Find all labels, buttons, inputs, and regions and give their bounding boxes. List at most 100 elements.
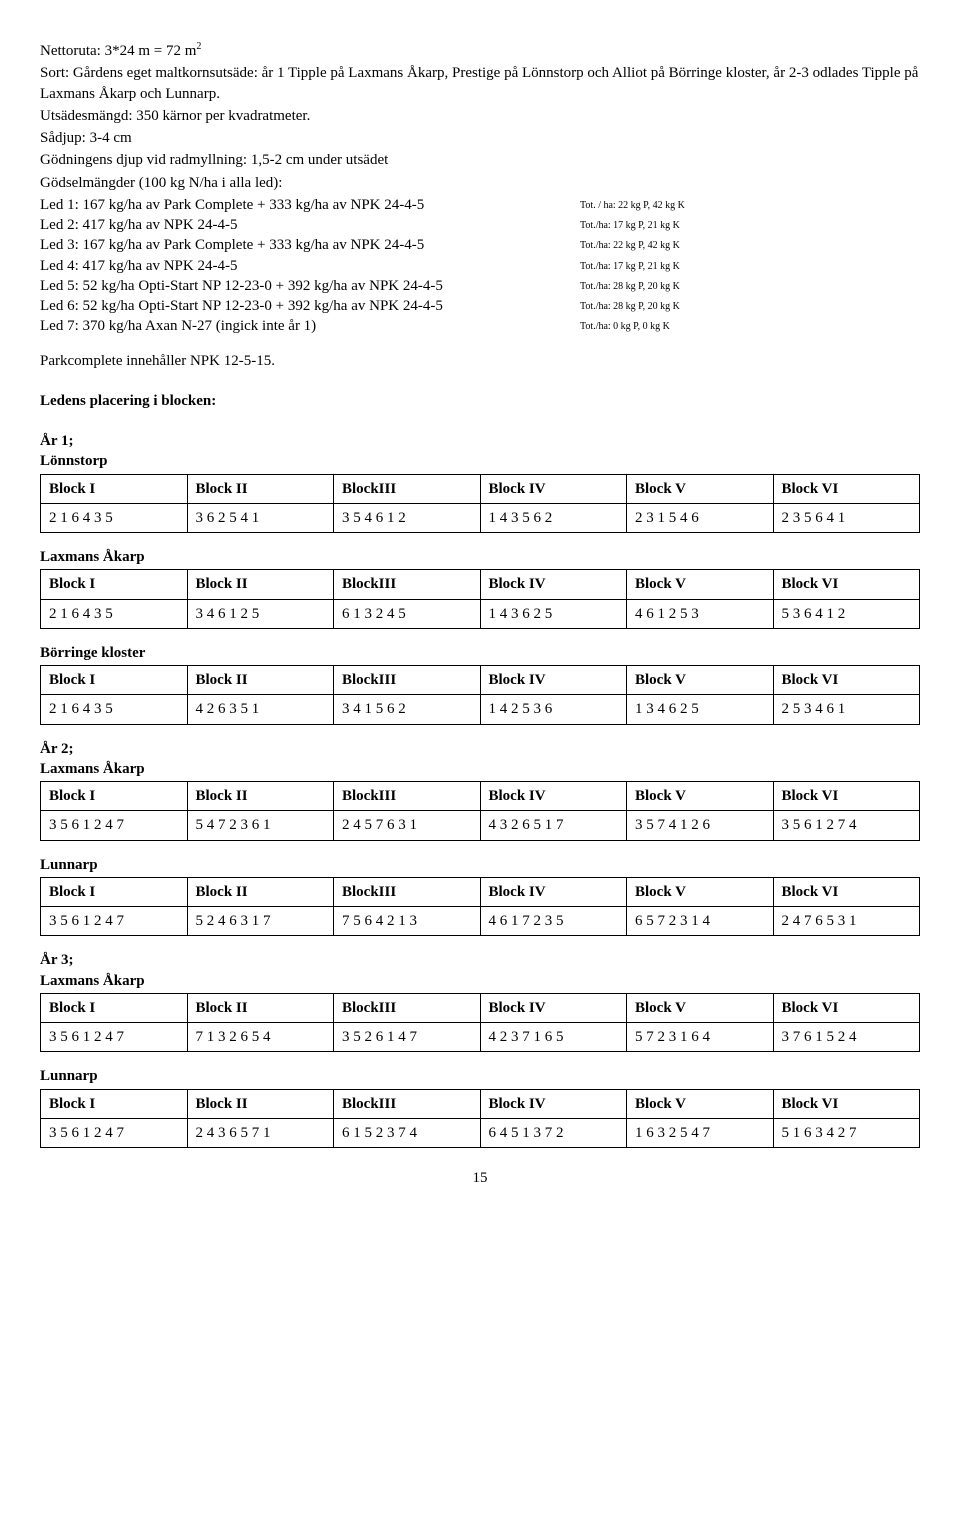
table-cell: 3 5 7 4 1 2 6 <box>627 811 774 840</box>
table-header-cell: Block VI <box>773 993 920 1022</box>
led-list: Led 1: 167 kg/ha av Park Complete + 333 … <box>40 195 920 337</box>
led-row: Led 2: 417 kg/ha av NPK 24-4-5Tot./ha: 1… <box>40 215 920 235</box>
table-header-cell: Block V <box>627 993 774 1022</box>
led-note: Tot./ha: 17 kg P, 21 kg K <box>580 256 680 276</box>
table-header-cell: Block I <box>41 782 188 811</box>
table-header-cell: BlockIII <box>334 993 481 1022</box>
table-name: Börringe kloster <box>40 643 920 663</box>
table-header-cell: Block IV <box>480 877 627 906</box>
intro-l1-text: Nettoruta: 3*24 m = 72 m <box>40 43 196 59</box>
table-cell: 5 3 6 4 1 2 <box>773 599 920 628</box>
led-label: Led 3: 167 kg/ha av Park Complete + 333 … <box>40 235 580 255</box>
table-header-cell: BlockIII <box>334 1089 481 1118</box>
table-row: Block IBlock IIBlockIIIBlock IVBlock VBl… <box>41 666 920 695</box>
table-cell: 1 6 3 2 5 4 7 <box>627 1118 774 1147</box>
parkcomplete-line: Parkcomplete innehåller NPK 12-5-15. <box>40 351 920 371</box>
table-cell: 2 1 6 4 3 5 <box>41 695 188 724</box>
table-header-cell: Block I <box>41 877 188 906</box>
table-cell: 2 4 7 6 5 3 1 <box>773 907 920 936</box>
block-table: Block IBlock IIBlockIIIBlock IVBlock VBl… <box>40 877 920 937</box>
table-header-cell: Block I <box>41 666 188 695</box>
intro-line-4: Sådjup: 3-4 cm <box>40 128 920 148</box>
block-table: Block IBlock IIBlockIIIBlock IVBlock VBl… <box>40 569 920 629</box>
led-row: Led 3: 167 kg/ha av Park Complete + 333 … <box>40 235 920 255</box>
table-cell: 3 6 2 5 4 1 <box>187 503 334 532</box>
table-header-cell: Block I <box>41 1089 188 1118</box>
table-header-cell: BlockIII <box>334 782 481 811</box>
year-title: År 1; <box>40 431 920 451</box>
table-row: Block IBlock IIBlockIIIBlock IVBlock VBl… <box>41 782 920 811</box>
table-header-cell: Block I <box>41 570 188 599</box>
table-row: Block IBlock IIBlockIIIBlock IVBlock VBl… <box>41 877 920 906</box>
led-row: Led 5: 52 kg/ha Opti-Start NP 12-23-0 + … <box>40 276 920 296</box>
table-cell: 4 6 1 2 5 3 <box>627 599 774 628</box>
led-note: Tot. / ha: 22 kg P, 42 kg K <box>580 195 685 215</box>
table-cell: 2 4 3 6 5 7 1 <box>187 1118 334 1147</box>
table-cell: 2 3 5 6 4 1 <box>773 503 920 532</box>
table-cell: 3 5 2 6 1 4 7 <box>334 1023 481 1052</box>
table-row: 2 1 6 4 3 54 2 6 3 5 13 4 1 5 6 21 4 2 5… <box>41 695 920 724</box>
placement-heading: Ledens placering i blocken: <box>40 391 920 411</box>
table-cell: 3 5 6 1 2 4 7 <box>41 1023 188 1052</box>
table-cell: 6 5 7 2 3 1 4 <box>627 907 774 936</box>
year2-section: År 2;Laxmans ÅkarpBlock IBlock IIBlockII… <box>40 739 920 937</box>
table-cell: 4 3 2 6 5 1 7 <box>480 811 627 840</box>
led-row: Led 6: 52 kg/ha Opti-Start NP 12-23-0 + … <box>40 296 920 316</box>
table-cell: 2 5 3 4 6 1 <box>773 695 920 724</box>
table-cell: 2 4 5 7 6 3 1 <box>334 811 481 840</box>
table-name: Laxmans Åkarp <box>40 971 920 991</box>
block-table: Block IBlock IIBlockIIIBlock IVBlock VBl… <box>40 781 920 841</box>
block-table: Block IBlock IIBlockIIIBlock IVBlock VBl… <box>40 993 920 1053</box>
table-row: 2 1 6 4 3 53 4 6 1 2 56 1 3 2 4 51 4 3 6… <box>41 599 920 628</box>
led-row: Led 7: 370 kg/ha Axan N-27 (ingick inte … <box>40 316 920 336</box>
table-row: 2 1 6 4 3 53 6 2 5 4 13 5 4 6 1 21 4 3 5… <box>41 503 920 532</box>
table-cell: 7 5 6 4 2 1 3 <box>334 907 481 936</box>
intro-l1-sup: 2 <box>196 41 201 52</box>
table-header-cell: Block IV <box>480 993 627 1022</box>
block-table: Block IBlock IIBlockIIIBlock IVBlock VBl… <box>40 1089 920 1149</box>
table-header-cell: Block VI <box>773 782 920 811</box>
table-header-cell: BlockIII <box>334 570 481 599</box>
year3-section: År 3;Laxmans ÅkarpBlock IBlock IIBlockII… <box>40 950 920 1148</box>
led-label: Led 2: 417 kg/ha av NPK 24-4-5 <box>40 215 580 235</box>
table-cell: 3 5 4 6 1 2 <box>334 503 481 532</box>
table-header-cell: Block VI <box>773 570 920 599</box>
table-header-cell: Block VI <box>773 474 920 503</box>
table-cell: 7 1 3 2 6 5 4 <box>187 1023 334 1052</box>
table-header-cell: Block II <box>187 570 334 599</box>
table-header-cell: BlockIII <box>334 666 481 695</box>
table-header-cell: Block VI <box>773 877 920 906</box>
table-row: 3 5 6 1 2 4 75 4 7 2 3 6 12 4 5 7 6 3 14… <box>41 811 920 840</box>
table-cell: 5 1 6 3 4 2 7 <box>773 1118 920 1147</box>
table-header-cell: Block II <box>187 993 334 1022</box>
table-header-cell: BlockIII <box>334 474 481 503</box>
table-cell: 1 4 3 6 2 5 <box>480 599 627 628</box>
led-note: Tot./ha: 0 kg P, 0 kg K <box>580 316 670 336</box>
table-header-cell: Block IV <box>480 570 627 599</box>
led-label: Led 4: 417 kg/ha av NPK 24-4-5 <box>40 256 580 276</box>
intro-line-6: Gödselmängder (100 kg N/ha i alla led): <box>40 173 920 193</box>
table-cell: 5 4 7 2 3 6 1 <box>187 811 334 840</box>
table-cell: 5 7 2 3 1 6 4 <box>627 1023 774 1052</box>
table-header-cell: Block IV <box>480 1089 627 1118</box>
table-cell: 2 3 1 5 4 6 <box>627 503 774 532</box>
table-header-cell: Block II <box>187 666 334 695</box>
table-cell: 4 2 3 7 1 6 5 <box>480 1023 627 1052</box>
table-name: Laxmans Åkarp <box>40 547 920 567</box>
table-cell: 4 6 1 7 2 3 5 <box>480 907 627 936</box>
table-header-cell: Block VI <box>773 666 920 695</box>
table-header-cell: Block V <box>627 570 774 599</box>
table-header-cell: Block V <box>627 782 774 811</box>
table-cell: 6 1 3 2 4 5 <box>334 599 481 628</box>
intro-line-1: Nettoruta: 3*24 m = 72 m2 <box>40 40 920 61</box>
led-note: Tot./ha: 17 kg P, 21 kg K <box>580 215 680 235</box>
led-note: Tot./ha: 28 kg P, 20 kg K <box>580 276 680 296</box>
table-name: Lunnarp <box>40 855 920 875</box>
table-cell: 3 7 6 1 5 2 4 <box>773 1023 920 1052</box>
table-cell: 3 5 6 1 2 7 4 <box>773 811 920 840</box>
led-label: Led 5: 52 kg/ha Opti-Start NP 12-23-0 + … <box>40 276 580 296</box>
table-header-cell: Block II <box>187 877 334 906</box>
table-header-cell: Block IV <box>480 666 627 695</box>
led-label: Led 1: 167 kg/ha av Park Complete + 333 … <box>40 195 580 215</box>
table-cell: 3 5 6 1 2 4 7 <box>41 811 188 840</box>
